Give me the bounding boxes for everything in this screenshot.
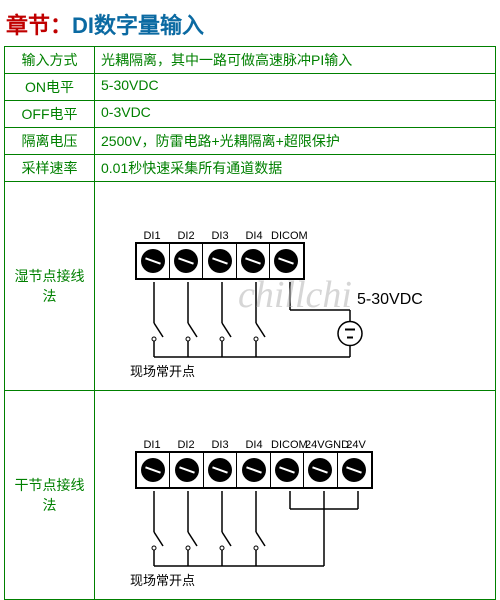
- terminal-screw: [270, 244, 303, 278]
- terminal-screw: [304, 453, 337, 487]
- diagram-cell: DI1DI2DI3DI4DICOM24VGND24V 现场常开点: [95, 391, 496, 600]
- terminal-label: 24V: [339, 439, 373, 451]
- terminal-screw: [137, 453, 170, 487]
- spec-table: 输入方式光耦隔离，其中一路可做高速脉冲PI输入ON电平5-30VDCOFF电平0…: [4, 46, 496, 600]
- diagram-label: 湿节点接线法: [5, 182, 95, 391]
- terminal-screw: [338, 453, 371, 487]
- terminal-block: DI1DI2DI3DI4DICOM5-30VDC现场常开点chillchi: [105, 210, 485, 380]
- terminal-screw: [237, 244, 270, 278]
- spec-label: 输入方式: [5, 47, 95, 74]
- terminal-label: DI3: [203, 439, 237, 451]
- field-contact-text: 现场常开点: [130, 570, 195, 589]
- terminal-body: [135, 451, 373, 489]
- spec-label: 采样速率: [5, 155, 95, 182]
- diagram-label: 干节点接线法: [5, 391, 95, 600]
- title-prefix: 章节：: [6, 13, 72, 38]
- spec-row: ON电平5-30VDC: [5, 74, 496, 101]
- terminal-label: DI1: [135, 439, 169, 451]
- spec-value: 光耦隔离，其中一路可做高速脉冲PI输入: [95, 47, 496, 74]
- spec-value: 2500V，防雷电路+光耦隔离+超限保护: [95, 128, 496, 155]
- diagram-row: 干节点接线法 DI1DI2DI3DI4DICOM24VGND24V 现场常开点: [5, 391, 496, 600]
- terminal-screw: [237, 453, 270, 487]
- terminal-label: DI1: [135, 230, 169, 242]
- terminal-screw: [271, 453, 304, 487]
- terminal-label: 24VGND: [305, 439, 339, 451]
- terminal-label: DI4: [237, 439, 271, 451]
- terminal-label: DI2: [169, 439, 203, 451]
- title-main: DI数字量输入: [72, 13, 204, 38]
- voltage-text: 5-30VDC: [357, 291, 423, 309]
- terminal-label: DI2: [169, 230, 203, 242]
- spec-label: OFF电平: [5, 101, 95, 128]
- terminal-screw: [204, 453, 237, 487]
- terminal-label: DI4: [237, 230, 271, 242]
- terminal-screw: [170, 453, 203, 487]
- spec-label: ON电平: [5, 74, 95, 101]
- spec-row: 输入方式光耦隔离，其中一路可做高速脉冲PI输入: [5, 47, 496, 74]
- terminal-label: DICOM: [271, 439, 305, 451]
- spec-value: 5-30VDC: [95, 74, 496, 101]
- page-title: 章节：DI数字量输入: [0, 8, 500, 46]
- terminal-labels: DI1DI2DI3DI4DICOM24VGND24V: [135, 439, 373, 451]
- terminal-screw: [137, 244, 170, 278]
- terminal-label: DI3: [203, 230, 237, 242]
- terminal-labels: DI1DI2DI3DI4DICOM: [135, 230, 305, 242]
- terminal-screw: [170, 244, 203, 278]
- spec-row: OFF电平0-3VDC: [5, 101, 496, 128]
- terminal-label: DICOM: [271, 230, 305, 242]
- spec-value: 0.01秒快速采集所有通道数据: [95, 155, 496, 182]
- field-contact-text: 现场常开点: [130, 361, 195, 380]
- spec-row: 隔离电压2500V，防雷电路+光耦隔离+超限保护: [5, 128, 496, 155]
- diagram-row: 湿节点接线法DI1DI2DI3DI4DICOM5-30VDC现场常开点chill…: [5, 182, 496, 391]
- spec-row: 采样速率0.01秒快速采集所有通道数据: [5, 155, 496, 182]
- terminal-block: DI1DI2DI3DI4DICOM24VGND24V 现场常开点: [105, 419, 485, 589]
- spec-value: 0-3VDC: [95, 101, 496, 128]
- terminal-body: [135, 242, 305, 280]
- diagram-cell: DI1DI2DI3DI4DICOM5-30VDC现场常开点chillchi: [95, 182, 496, 391]
- spec-label: 隔离电压: [5, 128, 95, 155]
- terminal-screw: [203, 244, 236, 278]
